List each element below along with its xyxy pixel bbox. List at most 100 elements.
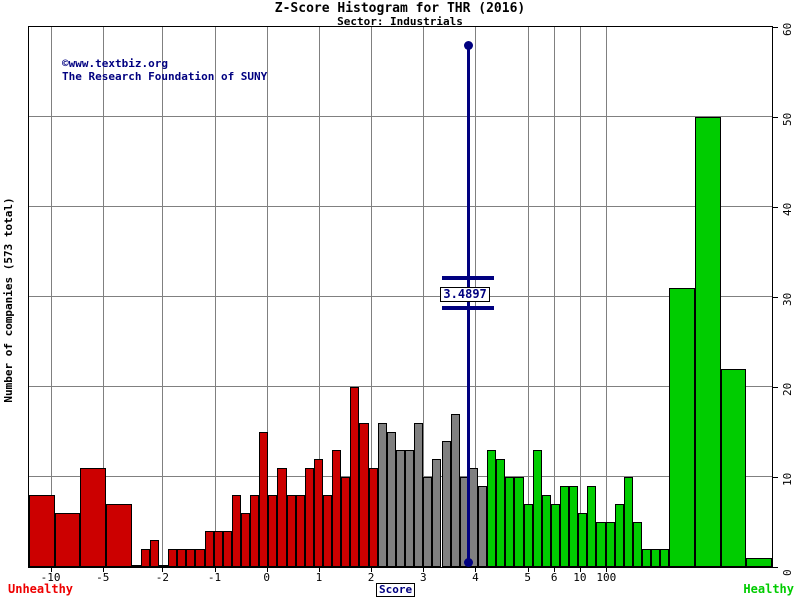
histogram-bar [149, 540, 160, 567]
legend-healthy: Healthy [743, 582, 794, 596]
y-tick-label: 50 [781, 112, 794, 126]
x-tick-mark [554, 567, 556, 572]
histogram-bar [405, 450, 415, 567]
histogram-bar [131, 565, 141, 567]
gridline-v [266, 27, 268, 567]
histogram-bar [140, 549, 150, 567]
histogram-bar [746, 558, 772, 567]
gridline-v [102, 27, 104, 567]
histogram-bar [368, 468, 378, 567]
gridline-h [29, 386, 772, 387]
legend-unhealthy: Unhealthy [8, 582, 74, 596]
y-tick-label: 60 [781, 22, 794, 36]
marker-bar-top [442, 275, 495, 280]
histogram-bar [304, 468, 314, 567]
x-tick-label: 4 [472, 571, 479, 584]
x-tick-mark [527, 567, 529, 572]
histogram-bar [496, 459, 506, 567]
histogram-bar [168, 549, 178, 567]
marker-bar-bottom [442, 305, 495, 310]
marker-line [467, 45, 471, 563]
x-tick-label: -10 [40, 571, 61, 584]
gridline-v [371, 27, 373, 567]
histogram-bar [159, 565, 169, 567]
histogram-bar [313, 459, 324, 567]
x-tick-mark [102, 567, 104, 572]
y-axis-label: Number of companies (573 total) [2, 197, 15, 403]
histogram-bar [578, 513, 588, 567]
x-tick-mark [371, 567, 373, 572]
gridline-v [423, 27, 425, 567]
histogram-bar [80, 468, 107, 567]
histogram-bar [377, 423, 387, 567]
histogram-bar [277, 468, 287, 567]
histogram-bar [587, 486, 597, 567]
chart-subtitle: Sector: Industrials [337, 15, 463, 28]
x-tick-mark [423, 567, 425, 572]
histogram-bar [204, 531, 214, 567]
histogram-bar [350, 387, 360, 567]
histogram-bar [514, 477, 524, 567]
marker-dot-top [463, 40, 473, 50]
marker-value-label: 3.4897 [440, 286, 490, 302]
watermark: ©www.textbiz.org The Research Foundation… [62, 57, 267, 83]
x-tick-label: 3 [419, 571, 427, 584]
histogram-bar [432, 459, 442, 567]
histogram-bar [323, 495, 333, 567]
x-tick-label: -2 [155, 571, 169, 584]
watermark-line2: The Research Foundation of SUNY [62, 70, 268, 83]
histogram-bar [395, 450, 406, 567]
histogram-bar [532, 450, 542, 567]
histogram-bar [268, 495, 278, 567]
watermark-line1: ©www.textbiz.org [62, 57, 168, 70]
gridline-v [162, 27, 164, 567]
y-tick-label: 20 [781, 382, 794, 396]
histogram-bar [241, 513, 251, 567]
marker-dot-bottom [463, 558, 473, 567]
y-tick-mark [772, 27, 778, 28]
gridline-v [579, 27, 581, 567]
histogram-bar [450, 414, 460, 567]
y-tick-mark [772, 387, 778, 388]
x-tick-mark [606, 567, 608, 572]
histogram-bar [441, 441, 451, 567]
x-tick-label: 1 [315, 571, 323, 584]
histogram-bar [414, 423, 424, 567]
histogram-bar [477, 486, 488, 567]
x-tick-mark [214, 567, 216, 572]
histogram-bar [632, 522, 642, 567]
histogram-bar [106, 504, 132, 567]
x-tick-mark [50, 567, 52, 572]
x-tick-label: 2 [367, 571, 375, 584]
gridline-v [527, 27, 529, 567]
y-tick-label: 40 [781, 202, 794, 216]
x-tick-mark [266, 567, 268, 572]
x-tick-mark [579, 567, 581, 572]
gridline-v [214, 27, 216, 567]
histogram-bar [569, 486, 579, 567]
gridline-v [50, 27, 52, 567]
histogram-bar [694, 117, 721, 567]
gridline-v [318, 27, 320, 567]
histogram-bar [550, 504, 560, 567]
histogram-bar [295, 495, 305, 567]
x-tick-mark [162, 567, 164, 572]
histogram-bar [623, 477, 633, 567]
gridline-v [606, 27, 608, 567]
x-tick-label: 6 [550, 571, 558, 584]
y-tick-label: 30 [781, 292, 794, 306]
page-title: Z-Score Histogram for THR (2016) [274, 1, 526, 16]
y-tick-mark [772, 297, 778, 298]
histogram-bar [605, 522, 615, 567]
histogram-bar [651, 549, 661, 567]
histogram-bar [195, 549, 205, 567]
histogram-bar [341, 477, 351, 567]
plot-area: 3.4897 ©www.textbiz.org The Research Fou… [28, 26, 773, 568]
histogram-bar [332, 450, 342, 567]
x-tick-label: -1 [207, 571, 222, 584]
histogram-bar [523, 504, 533, 567]
histogram-bar [505, 477, 515, 567]
x-tick-label: -5 [96, 571, 110, 584]
histogram-bar [386, 432, 396, 567]
histogram-bar [614, 504, 624, 567]
